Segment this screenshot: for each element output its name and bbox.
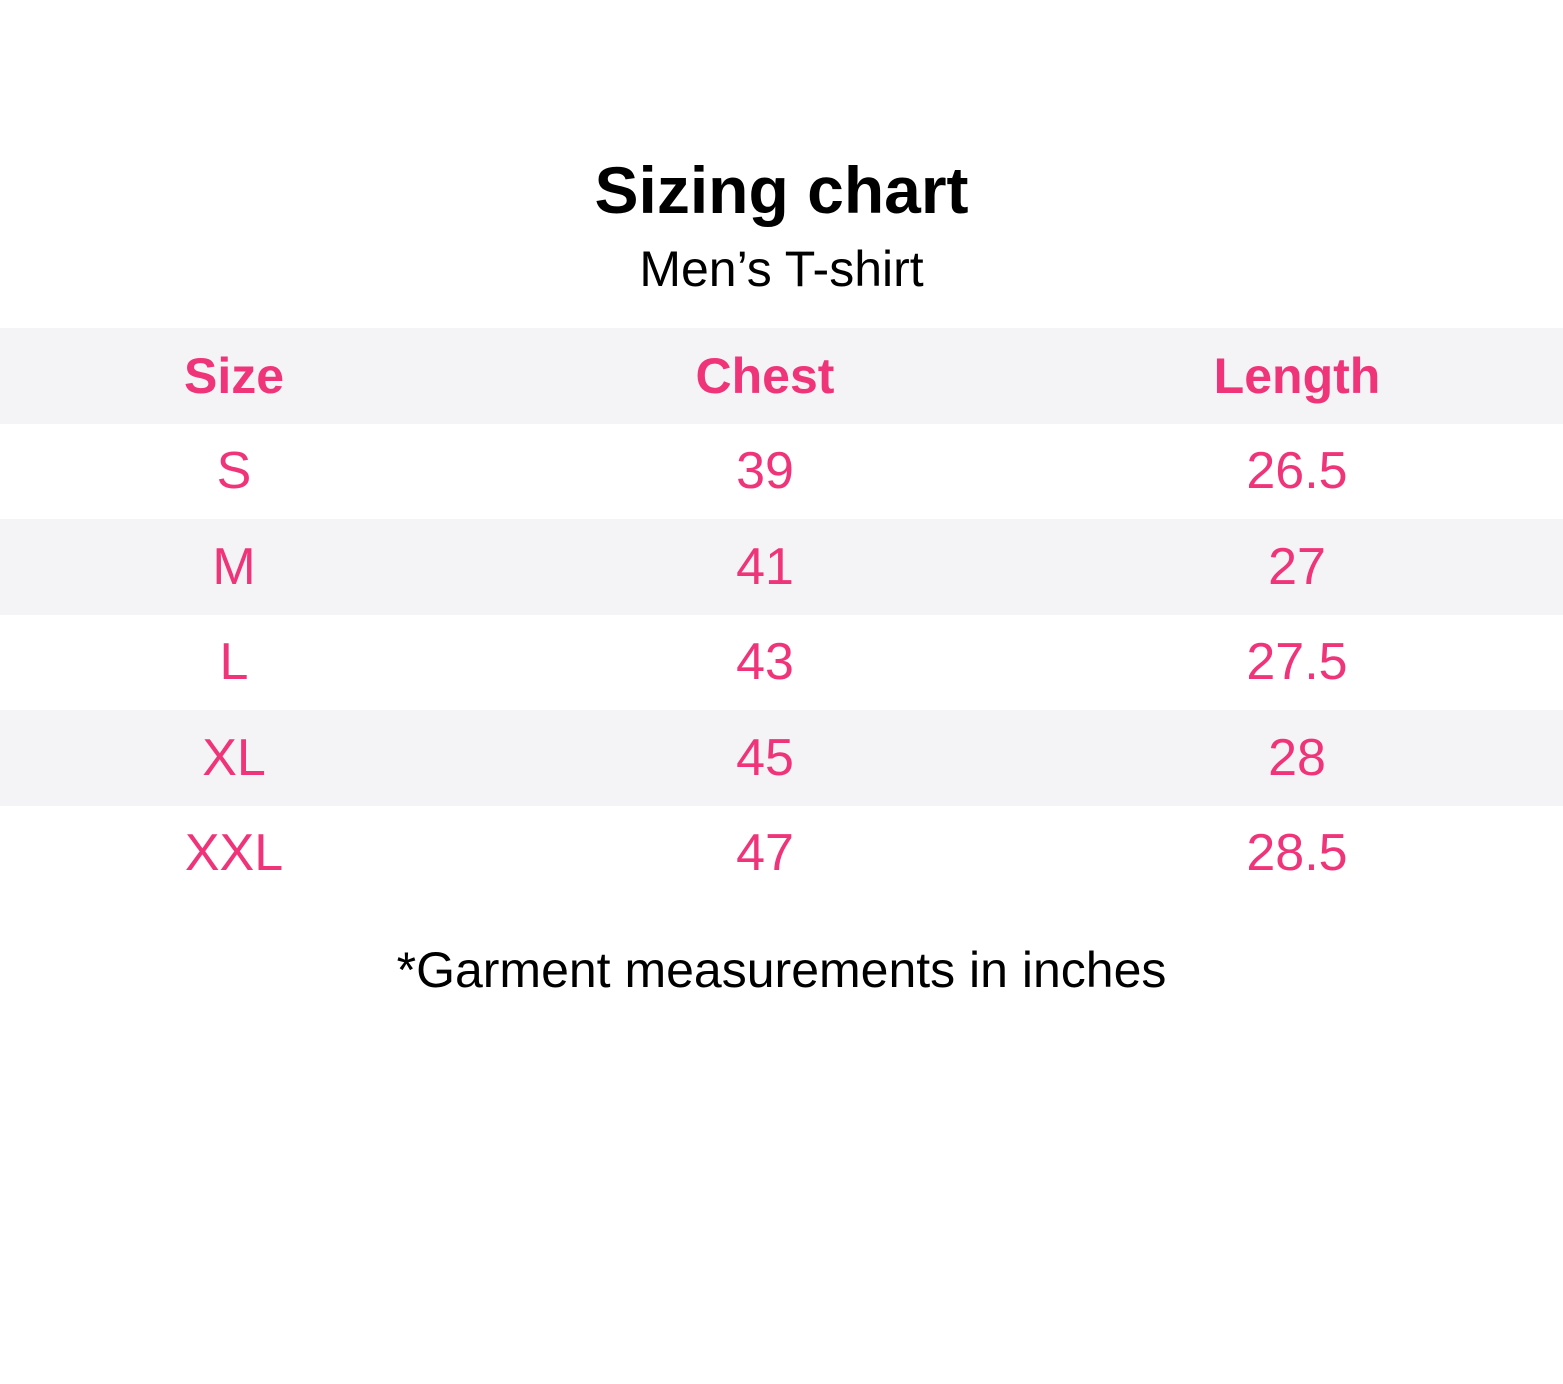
size-cell: XL	[202, 728, 266, 787]
size-cell: XXL	[184, 824, 284, 883]
chest-cell: 41	[736, 537, 794, 596]
size-cell: M	[212, 537, 256, 596]
footnote: *Garment measurements in inches	[396, 942, 1167, 998]
length-cell: 27	[1268, 537, 1326, 596]
table-row: L 43 27.5	[0, 615, 1563, 711]
chest-cell: 43	[736, 633, 794, 692]
header-length: Length	[1213, 347, 1381, 404]
length-cell: 27.5	[1246, 633, 1348, 692]
size-cell: L	[219, 633, 249, 692]
page-title: Sizing chart	[594, 153, 969, 227]
table-row: XL 45 28	[0, 710, 1563, 806]
length-cell: 28	[1268, 728, 1326, 787]
size-cell: S	[216, 442, 252, 501]
sizing-table: Size Chest Length S 39 26.5 M 41 27 L 43…	[0, 328, 1563, 901]
table-row: XXL 47 28.5	[0, 806, 1563, 902]
page-subtitle: Men’s T-shirt	[639, 241, 924, 297]
length-cell: 26.5	[1246, 442, 1348, 501]
header-chest: Chest	[695, 347, 835, 404]
table-row: S 39 26.5	[0, 424, 1563, 520]
header-size: Size	[183, 347, 285, 404]
chest-cell: 45	[736, 728, 794, 787]
table-header-row: Size Chest Length	[0, 328, 1563, 424]
table-row: M 41 27	[0, 519, 1563, 615]
length-cell: 28.5	[1246, 824, 1348, 883]
chest-cell: 39	[736, 442, 794, 501]
chest-cell: 47	[736, 824, 794, 883]
